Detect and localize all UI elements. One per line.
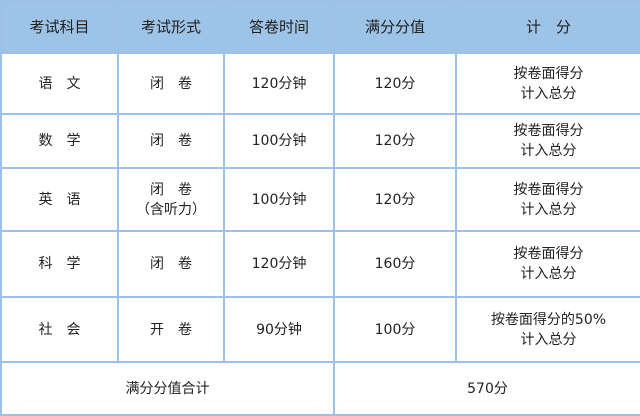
form-cell: 闭 卷 [117,52,225,115]
form-text: 闭 卷 [150,75,192,92]
header-calc: 计 分 [455,0,640,54]
form-text: 闭 卷 [150,133,192,149]
form-text: 开 卷 [150,321,192,338]
header-subject: 考试科目 [0,0,119,54]
calc-line-1: 按卷面得分 [513,246,584,262]
calc-line-1: 按卷面得分 [513,181,584,198]
form-note: （含听力） [136,201,206,218]
calc-line-2: 计入总分 [520,85,577,102]
form-text: 闭 卷 [150,181,192,198]
time-cell: 120分钟 [223,230,335,298]
time-cell: 100分钟 [223,113,335,169]
score-cell: 100分 [333,296,457,363]
form-cell: 开 卷 [117,296,225,363]
table-row: 语 文闭 卷 120分钟 120分 按卷面得分 计入总分 [0,52,640,115]
calc-line-1: 按卷面得分的50% [490,311,607,328]
table-row: 社 会 开 卷 90分钟 100分 按卷面得分的50% 计入总分 [0,296,640,363]
calc-line-2: 计入总分 [520,331,577,348]
calc-line-2: 计入总分 [520,201,577,218]
header-score: 满分分值 [333,0,457,54]
form-cell: 闭 卷 [117,113,225,169]
total-label: 满分分值合计 [0,361,335,416]
time-cell: 120分钟 [223,52,335,115]
score-cell: 120分 [333,113,457,169]
table-row: 英 语闭 卷（含听力） 100分钟 120分 按卷面得分 计入总分 [0,167,640,232]
header-time: 答卷时间 [223,0,335,54]
calc-line-1: 按卷面得分 [513,65,584,82]
header-row: 考试科目 考试形式 答卷时间 满分分值 计 分 [0,0,640,54]
calc-line-2: 计入总分 [520,266,577,282]
form-cell: 闭 卷 [117,230,225,298]
score-cell: 160分 [333,230,457,298]
header-form: 考试形式 [117,0,225,54]
score-cell: 120分 [333,52,457,115]
subject-cell: 语 文 [0,52,119,115]
subject-cell: 社 会 [0,296,119,363]
subject-cell: 英 语 [0,167,119,232]
time-cell: 90分钟 [223,296,335,363]
form-text: 闭 卷 [150,256,192,272]
total-row: 满分分值合计 570分 [0,361,640,416]
score-cell: 120分 [333,167,457,232]
subject-cell: 数 学 [0,113,119,169]
total-value: 570分 [333,361,640,416]
time-cell: 100分钟 [223,167,335,232]
calc-cell: 按卷面得分 计入总分 [455,113,640,169]
calc-cell: 按卷面得分 计入总分 [455,52,640,115]
table-row: 科 学闭 卷 120分钟 160分 按卷面得分 计入总分 [0,230,640,298]
calc-line-2: 计入总分 [520,143,577,159]
calc-cell: 按卷面得分 计入总分 [455,230,640,298]
table-row: 数 学闭 卷 100分钟 120分 按卷面得分 计入总分 [0,113,640,169]
calc-cell: 按卷面得分的50% 计入总分 [455,296,640,363]
subject-cell: 科 学 [0,230,119,298]
form-cell: 闭 卷 （含听力） [117,167,225,232]
calc-line-1: 按卷面得分 [513,123,584,139]
calc-cell: 按卷面得分 计入总分 [455,167,640,232]
